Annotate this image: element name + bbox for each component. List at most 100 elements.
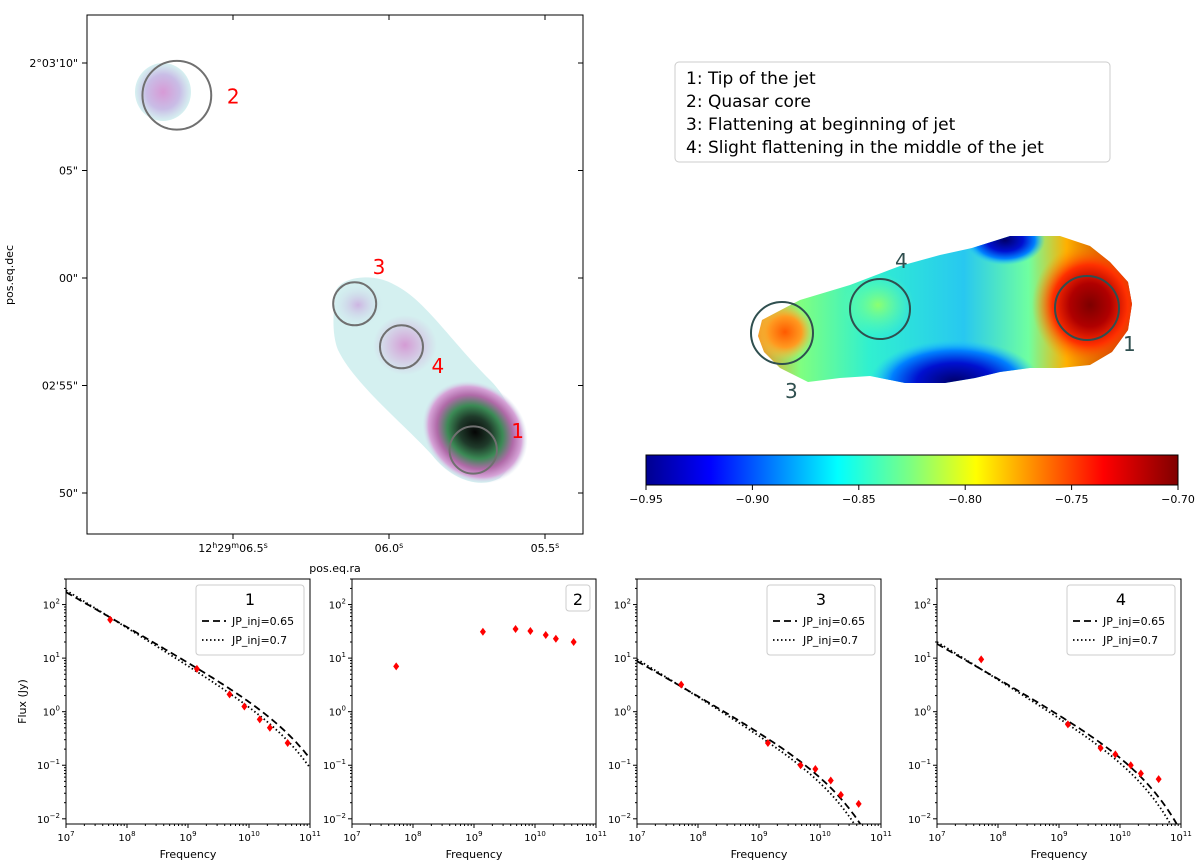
map-region-label-1: 1 bbox=[1123, 332, 1136, 356]
y-tick-label: 10−1 bbox=[608, 758, 631, 772]
region-label-2: 2 bbox=[227, 84, 240, 108]
data-point bbox=[764, 739, 771, 748]
data-point bbox=[542, 631, 549, 640]
map-region-circle-1 bbox=[1054, 275, 1120, 341]
y-tick-label: 102 bbox=[914, 598, 931, 612]
dec-tick-label: 05" bbox=[59, 165, 78, 178]
region-circles: 1 2 3 4 bbox=[141, 59, 524, 475]
data-point bbox=[1155, 775, 1162, 784]
data-point bbox=[855, 799, 862, 808]
data-point bbox=[284, 739, 291, 748]
colorbar-tick-label: −0.75 bbox=[1055, 493, 1089, 506]
y-tick-label: 100 bbox=[914, 705, 931, 719]
colorbar-tick-label: −0.80 bbox=[948, 493, 982, 506]
spectra-panels: 107 108 109 1010 101110−210−1100101102Freque… bbox=[16, 578, 1192, 861]
data-point bbox=[827, 776, 834, 785]
x-tick-label: 108 bbox=[118, 830, 135, 844]
y-tick-label: 10−2 bbox=[37, 812, 60, 826]
spectrum-panel-2: 107 108 109 1010 1011 10−2 10−1 100 101 102 Freque… bbox=[323, 578, 607, 861]
x-tick-label: 1010 bbox=[524, 830, 546, 844]
data-point bbox=[107, 615, 114, 624]
data-point bbox=[1097, 743, 1104, 752]
y-tick-label: 100 bbox=[43, 705, 60, 719]
x-tick-label: 1011 bbox=[299, 830, 321, 844]
sky-image-emission bbox=[135, 63, 528, 484]
region-circle-2 bbox=[141, 59, 213, 131]
model-curve-2 bbox=[637, 658, 856, 824]
y-tick-label: 102 bbox=[43, 598, 60, 612]
y-tick-label: 100 bbox=[329, 705, 346, 719]
x-tick-label: 107 bbox=[343, 830, 360, 844]
sky-ylabel: pos.eq.dec bbox=[3, 245, 16, 305]
legend-item-3: 3: Flattening at beginning of jet bbox=[686, 115, 956, 135]
x-tick-label: 108 bbox=[989, 830, 1006, 844]
ra-tick-label: 12h29m06.5s bbox=[198, 541, 268, 555]
map-region-label-3: 3 bbox=[785, 379, 798, 403]
sky-image-panel: 1 2 3 4 12h29m06.5s 06.0s 05.5s 2°03'10" 05" 00"… bbox=[3, 14, 584, 575]
spectrum-legend: 2 bbox=[565, 584, 591, 612]
ra-tick-label: 05.5s bbox=[531, 541, 560, 555]
spectrum-xlabel: Frequency bbox=[446, 848, 503, 861]
x-tick-label: 108 bbox=[404, 830, 421, 844]
y-tick-label: 102 bbox=[614, 598, 631, 612]
legend-item-1: 1: Tip of the jet bbox=[686, 69, 816, 89]
x-tick-label: 1011 bbox=[870, 830, 892, 844]
y-tick-label: 101 bbox=[614, 651, 631, 665]
legend-entry-2: JP_inj=0.7 bbox=[231, 634, 287, 647]
spectrum-panel-3: 107 108 109 1010 1011 10−2 10−1 100 101 102 Freque… bbox=[608, 578, 892, 861]
legend-item-4: 4: Slight flattening in the middle of th… bbox=[686, 138, 1044, 158]
data-point bbox=[678, 680, 685, 689]
data-point bbox=[241, 702, 248, 711]
dec-tick-label: 00" bbox=[59, 272, 78, 285]
y-tick-label: 100 bbox=[614, 705, 631, 719]
data-point bbox=[1127, 761, 1134, 770]
y-tick-label: 101 bbox=[914, 651, 931, 665]
region-circle-4 bbox=[378, 324, 424, 370]
spectrum-panel-4: 107 108 109 1010 1011 10−2 10−1 100 101 102 Freque… bbox=[908, 578, 1192, 861]
region-legend-frame bbox=[674, 61, 1111, 163]
y-tick-label: 102 bbox=[329, 598, 346, 612]
y-tick-label: 101 bbox=[43, 651, 60, 665]
x-tick-label: 1010 bbox=[1109, 830, 1131, 844]
map-region-circle-3 bbox=[750, 301, 814, 365]
spectrum-title: 2 bbox=[573, 590, 583, 609]
legend-entry-1: JP_inj=0.65 bbox=[1102, 615, 1165, 628]
sky-axis-ticks: 12h29m06.5s 06.0s 05.5s 2°03'10" 05" 00" 02'55… bbox=[29, 15, 583, 555]
data-point bbox=[797, 761, 804, 770]
spectrum-frame bbox=[351, 578, 597, 825]
colorbar-gradient bbox=[645, 454, 1179, 486]
spectrum-xlabel: Frequency bbox=[160, 848, 217, 861]
y-tick-label: 10−1 bbox=[323, 758, 346, 772]
spectrum-legend-frame bbox=[1066, 584, 1176, 656]
legend-entry-1: JP_inj=0.65 bbox=[231, 615, 294, 628]
region-label-3: 3 bbox=[373, 255, 386, 279]
x-tick-label: 107 bbox=[57, 830, 74, 844]
x-tick-label: 107 bbox=[628, 830, 645, 844]
region-label-1: 1 bbox=[511, 419, 524, 443]
spectrum-legend-frame bbox=[565, 584, 591, 612]
spectrum-legend: 3 JP_inj=0.65 JP_inj=0.7 bbox=[766, 584, 876, 656]
colorbar-tick-label: −0.90 bbox=[736, 493, 770, 506]
data-point bbox=[527, 627, 534, 636]
sky-xlabel: pos.eq.ra bbox=[309, 562, 360, 575]
spectral-index-map: 1 3 4 bbox=[750, 236, 1136, 403]
colorbar-tick-label: −0.70 bbox=[1161, 493, 1195, 506]
x-tick-label: 1010 bbox=[238, 830, 260, 844]
y-tick-label: 10−1 bbox=[908, 758, 931, 772]
data-point bbox=[512, 624, 519, 633]
map-region-circle-4 bbox=[849, 278, 911, 340]
model-curve-1 bbox=[66, 591, 310, 760]
spectrum-legend-frame bbox=[195, 584, 305, 656]
tip-emission bbox=[422, 380, 528, 484]
spectrum-legend: 1 JP_inj=0.65 JP_inj=0.7 bbox=[195, 584, 305, 656]
ra-tick-label: 06.0s bbox=[375, 541, 404, 555]
legend-entry-2: JP_inj=0.7 bbox=[802, 634, 858, 647]
x-tick-label: 1011 bbox=[585, 830, 607, 844]
data-point bbox=[1137, 769, 1144, 778]
y-tick-label: 10−2 bbox=[323, 812, 346, 826]
data-point bbox=[570, 637, 577, 646]
map-green-mid bbox=[842, 273, 914, 337]
colorbar-tick-label: −0.85 bbox=[842, 493, 876, 506]
colorbar-ticks: −0.95 −0.90 −0.85 −0.80 −0.75 −0.70 bbox=[629, 485, 1195, 506]
data-point bbox=[1064, 720, 1071, 729]
